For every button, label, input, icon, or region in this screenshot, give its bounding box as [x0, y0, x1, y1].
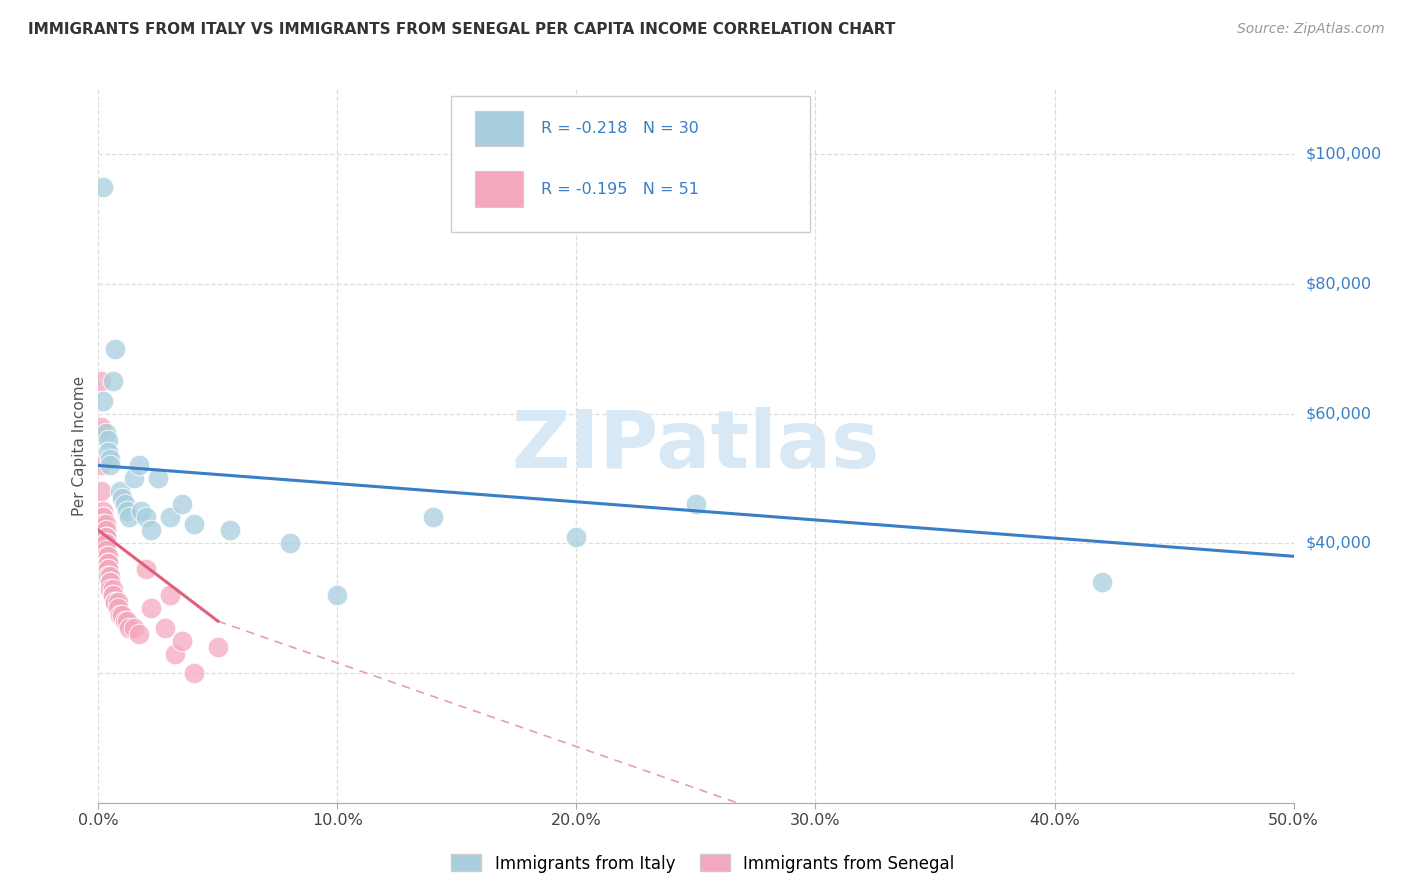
Point: [124, 621, 146, 635]
Point: [90, 419, 112, 434]
Point: [94, 530, 117, 544]
Point: [97, 568, 120, 582]
Point: [422, 510, 444, 524]
Point: [91, 179, 114, 194]
Point: [172, 633, 194, 648]
Point: [94, 530, 117, 544]
Point: [155, 621, 177, 635]
Point: [111, 607, 134, 622]
Point: [98, 582, 122, 596]
Point: [124, 471, 146, 485]
FancyBboxPatch shape: [451, 96, 810, 232]
Point: [97, 556, 120, 570]
Point: [101, 374, 124, 388]
Text: Source: ZipAtlas.com: Source: ZipAtlas.com: [1237, 22, 1385, 37]
Point: [94, 542, 117, 557]
Point: [97, 562, 120, 576]
Point: [139, 524, 162, 538]
FancyBboxPatch shape: [475, 111, 523, 146]
Point: [278, 536, 301, 550]
Point: [128, 627, 150, 641]
Point: [111, 491, 134, 505]
Point: [128, 458, 150, 473]
Point: [98, 458, 122, 473]
Point: [97, 562, 120, 576]
Point: [91, 510, 114, 524]
Point: [98, 575, 122, 590]
Point: [91, 516, 114, 531]
Point: [98, 452, 122, 467]
Point: [148, 471, 170, 485]
Text: $60,000: $60,000: [1305, 406, 1371, 421]
Point: [135, 562, 157, 576]
Point: [97, 433, 120, 447]
Point: [183, 516, 205, 531]
Legend: Immigrants from Italy, Immigrants from Senegal: Immigrants from Italy, Immigrants from S…: [444, 847, 962, 880]
Point: [118, 510, 141, 524]
Point: [163, 647, 186, 661]
Point: [115, 504, 138, 518]
Point: [91, 393, 114, 408]
Text: $100,000: $100,000: [1305, 146, 1382, 161]
Point: [107, 595, 129, 609]
Text: $40,000: $40,000: [1305, 536, 1371, 550]
Point: [207, 640, 229, 654]
Point: [97, 556, 120, 570]
Point: [94, 425, 117, 440]
Point: [107, 601, 129, 615]
Point: [565, 530, 588, 544]
Point: [101, 588, 124, 602]
Point: [159, 588, 181, 602]
Point: [94, 536, 117, 550]
Point: [1091, 575, 1114, 590]
Point: [91, 510, 114, 524]
Point: [114, 614, 136, 628]
Point: [97, 556, 120, 570]
Point: [98, 575, 122, 590]
Point: [104, 595, 127, 609]
Point: [104, 342, 127, 356]
Point: [91, 504, 114, 518]
Text: R = -0.218   N = 30: R = -0.218 N = 30: [540, 121, 699, 136]
FancyBboxPatch shape: [475, 171, 523, 207]
Text: ZIPatlas: ZIPatlas: [512, 407, 880, 485]
Point: [131, 504, 153, 518]
Point: [94, 549, 117, 564]
Point: [183, 666, 205, 681]
Point: [90, 458, 112, 473]
Point: [118, 621, 141, 635]
Point: [97, 549, 120, 564]
Point: [685, 497, 707, 511]
Text: R = -0.195   N = 51: R = -0.195 N = 51: [540, 182, 699, 196]
Point: [98, 568, 122, 582]
Point: [91, 516, 114, 531]
Point: [139, 601, 162, 615]
Point: [90, 484, 112, 499]
Point: [101, 582, 124, 596]
Point: [159, 510, 181, 524]
Point: [115, 614, 138, 628]
Y-axis label: Per Capita Income: Per Capita Income: [72, 376, 87, 516]
Text: IMMIGRANTS FROM ITALY VS IMMIGRANTS FROM SENEGAL PER CAPITA INCOME CORRELATION C: IMMIGRANTS FROM ITALY VS IMMIGRANTS FROM…: [28, 22, 896, 37]
Point: [114, 497, 136, 511]
Point: [97, 568, 120, 582]
Point: [172, 497, 194, 511]
Point: [94, 524, 117, 538]
Point: [101, 588, 124, 602]
Point: [135, 510, 157, 524]
Point: [219, 524, 242, 538]
Point: [104, 595, 127, 609]
Point: [97, 445, 120, 459]
Point: [108, 484, 131, 499]
Point: [90, 374, 112, 388]
Point: [94, 536, 117, 550]
Point: [108, 607, 131, 622]
Text: $80,000: $80,000: [1305, 277, 1372, 292]
Point: [326, 588, 349, 602]
Point: [94, 516, 117, 531]
